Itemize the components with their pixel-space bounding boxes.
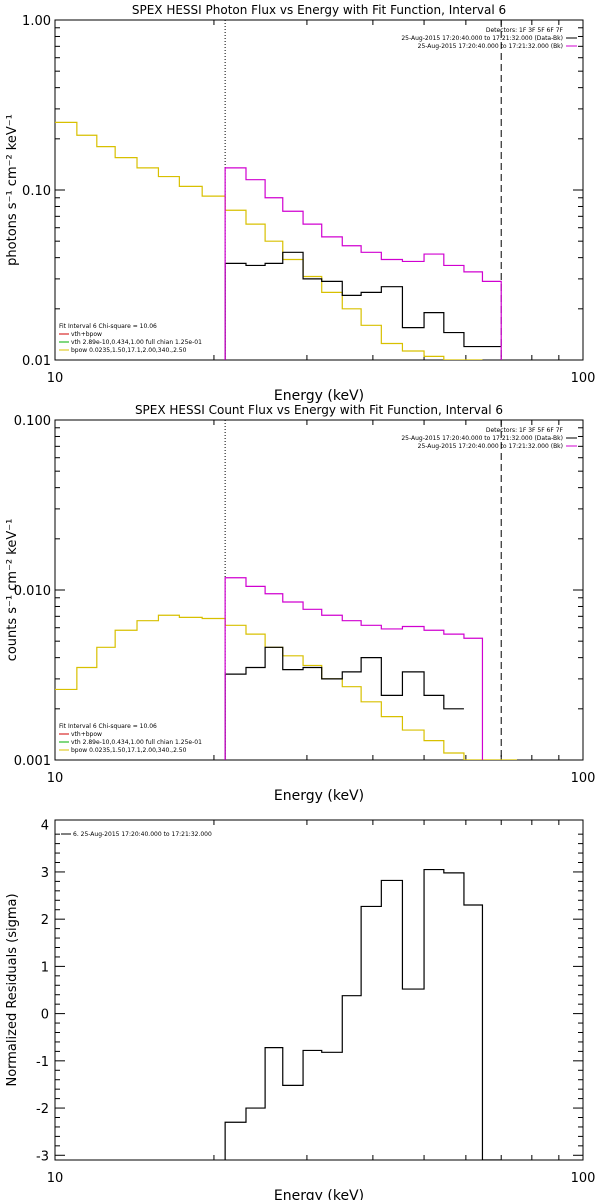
legend-entry: bpow 0.0235,1.50,17.1,2.00,340.,2.50 (71, 347, 187, 354)
legend-entry: 6. 25-Aug-2015 17:20:40.000 to 17:21:32.… (73, 831, 212, 838)
chart-panel-1: SPEX HESSI Photon Flux vs Energy with Fi… (5, 3, 595, 404)
legend-entry: vth+bpow (71, 331, 102, 338)
x-tick-label: 10 (47, 1171, 64, 1186)
x-tick-label: 10 (47, 371, 64, 386)
y-axis-label: counts s⁻¹ cm⁻² keV⁻¹ (5, 519, 20, 662)
chart-panel-2: SPEX HESSI Count Flux vs Energy with Fit… (5, 403, 595, 804)
y-tick-label: 1 (41, 960, 49, 975)
legend-entry: Fit Interval 6 Chi-square = 10.06 (59, 323, 157, 330)
legend-entry: 25-Aug-2015 17:20:40.000 to 17:21:32.000… (401, 435, 563, 442)
y-tick-label: 0.001 (14, 754, 51, 769)
y-tick-label: -1 (36, 1055, 49, 1070)
y-tick-label: 2 (41, 913, 49, 928)
y-tick-label: 0.100 (14, 414, 51, 429)
plot-frame (54, 419, 584, 761)
legend-entry: vth 2.89e-10,0.434,1.00 full chian 1.25e… (71, 339, 202, 346)
y-tick-label: 0.010 (14, 584, 51, 599)
x-tick-label: 100 (571, 771, 596, 786)
y-axis-label: Normalized Residuals (sigma) (5, 893, 20, 1086)
series-data-bk (224, 251, 502, 360)
y-tick-label: -3 (36, 1149, 49, 1164)
series-data-bk (224, 646, 464, 760)
x-tick-label: 100 (571, 371, 596, 386)
series-bpow (55, 121, 483, 360)
x-axis-label: Energy (keV) (274, 1188, 364, 1200)
legend-entry: 25-Aug-2015 17:20:40.000 to 17:21:32.000… (401, 35, 563, 42)
series-model (224, 577, 484, 760)
y-tick-label: 0.01 (22, 354, 51, 369)
legend-entry: 25-Aug-2015 17:20:40.000 to 17:21:32.000… (418, 43, 563, 50)
chart-title: SPEX HESSI Count Flux vs Energy with Fit… (135, 403, 503, 417)
y-tick-label: 4 (41, 819, 49, 834)
y-axis-label: photons s⁻¹ cm⁻² keV⁻¹ (5, 114, 20, 266)
legend-entry: vth+bpow (71, 731, 102, 738)
y-tick-label: 0.10 (22, 184, 51, 199)
legend-entry: Fit Interval 6 Chi-square = 10.06 (59, 723, 157, 730)
legend-entry: Detectors: 1F 3F 5F 6F 7F (486, 427, 564, 434)
x-tick-label: 10 (47, 771, 64, 786)
y-tick-label: 3 (41, 866, 49, 881)
x-tick-label: 100 (571, 1171, 596, 1186)
series-model (224, 167, 502, 360)
legend-entry: vth 2.89e-10,0.434,1.00 full chian 1.25e… (71, 739, 202, 746)
legend-entry: Detectors: 1F 3F 5F 6F 7F (486, 27, 564, 34)
chart-title: SPEX HESSI Photon Flux vs Energy with Fi… (132, 3, 506, 17)
chart-panel-3: 10 100 -3 -2 -1 0 1 2 3 4 Energy (keV) Normalized R… (5, 819, 595, 1200)
series-6-25-aug-2015-17-20-40-000-to-17-21-32-000 (224, 868, 502, 1160)
plot-frame (54, 19, 584, 361)
y-tick-label: -2 (36, 1102, 49, 1117)
x-axis-label: Energy (keV) (274, 388, 364, 404)
y-tick-label: 0 (41, 1008, 49, 1023)
legend-entry: bpow 0.0235,1.50,17.1,2.00,340.,2.50 (71, 747, 187, 754)
plot-frame (54, 819, 584, 1161)
legend-entry: 25-Aug-2015 17:20:40.000 to 17:21:32.000… (418, 443, 563, 450)
x-axis-label: Energy (keV) (274, 788, 364, 804)
y-tick-label: 1.00 (22, 14, 51, 29)
